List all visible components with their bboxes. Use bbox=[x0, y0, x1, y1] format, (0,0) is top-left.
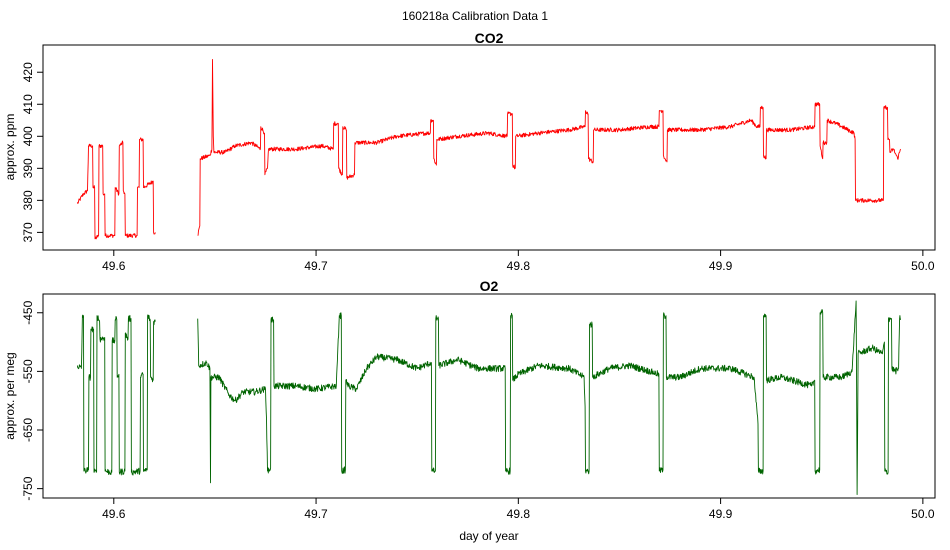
co2-y-tick-label: 390 bbox=[21, 158, 35, 178]
co2-y-tick-label: 400 bbox=[21, 126, 35, 146]
o2-y-tick-label: -450 bbox=[21, 300, 35, 324]
co2-series-line-segment bbox=[76, 137, 156, 240]
co2-x-tick-label: 49.9 bbox=[709, 259, 733, 273]
co2-series-line-segment bbox=[197, 58, 902, 236]
o2-x-axis: 49.6 49.7 49.8 49.9 50.0 bbox=[102, 498, 935, 521]
co2-x-tick-label: 49.8 bbox=[507, 259, 531, 273]
co2-x-tick-label: 49.6 bbox=[102, 259, 126, 273]
co2-panel: CO2 approx. ppm 49.6 49.7 49.8 49.9 50.0 370… bbox=[3, 30, 936, 273]
o2-y-axis: -750 -650 -550 -450 bbox=[21, 300, 43, 501]
o2-x-axis-label: day of year bbox=[459, 529, 518, 543]
o2-series-line-segment bbox=[197, 300, 902, 495]
o2-y-axis-label: approx. per meg bbox=[3, 352, 17, 439]
co2-y-tick-label: 420 bbox=[21, 62, 35, 82]
co2-plot-frame bbox=[42, 44, 936, 251]
o2-x-tick-label: 49.6 bbox=[102, 507, 126, 521]
co2-y-axis: 370 380 390 400 410 420 bbox=[21, 62, 43, 242]
o2-y-tick-label: -750 bbox=[21, 476, 35, 500]
co2-x-tick-label: 49.7 bbox=[304, 259, 328, 273]
co2-y-tick-label: 410 bbox=[21, 94, 35, 114]
co2-x-axis: 49.6 49.7 49.8 49.9 50.0 bbox=[102, 250, 935, 273]
o2-y-tick-label: -650 bbox=[21, 418, 35, 442]
co2-y-tick-label: 380 bbox=[21, 190, 35, 210]
figure-title: 160218a Calibration Data 1 bbox=[402, 9, 548, 23]
o2-panel: O2 approx. per meg day of year 49.6 49.7 4… bbox=[3, 278, 936, 543]
co2-y-tick-label: 370 bbox=[21, 222, 35, 242]
o2-chart-title: O2 bbox=[480, 278, 499, 294]
o2-x-tick-label: 49.9 bbox=[709, 507, 733, 521]
o2-x-tick-label: 50.0 bbox=[911, 507, 935, 521]
o2-plot-frame bbox=[42, 293, 936, 499]
co2-x-tick-label: 50.0 bbox=[911, 259, 935, 273]
co2-chart-title: CO2 bbox=[475, 30, 504, 46]
o2-x-tick-label: 49.7 bbox=[304, 507, 328, 521]
co2-series bbox=[76, 58, 902, 240]
o2-series bbox=[76, 300, 902, 495]
o2-x-tick-label: 49.8 bbox=[507, 507, 531, 521]
o2-series-line-segment bbox=[76, 314, 156, 476]
co2-y-axis-label: approx. ppm bbox=[3, 114, 17, 181]
o2-y-tick-label: -550 bbox=[21, 359, 35, 383]
